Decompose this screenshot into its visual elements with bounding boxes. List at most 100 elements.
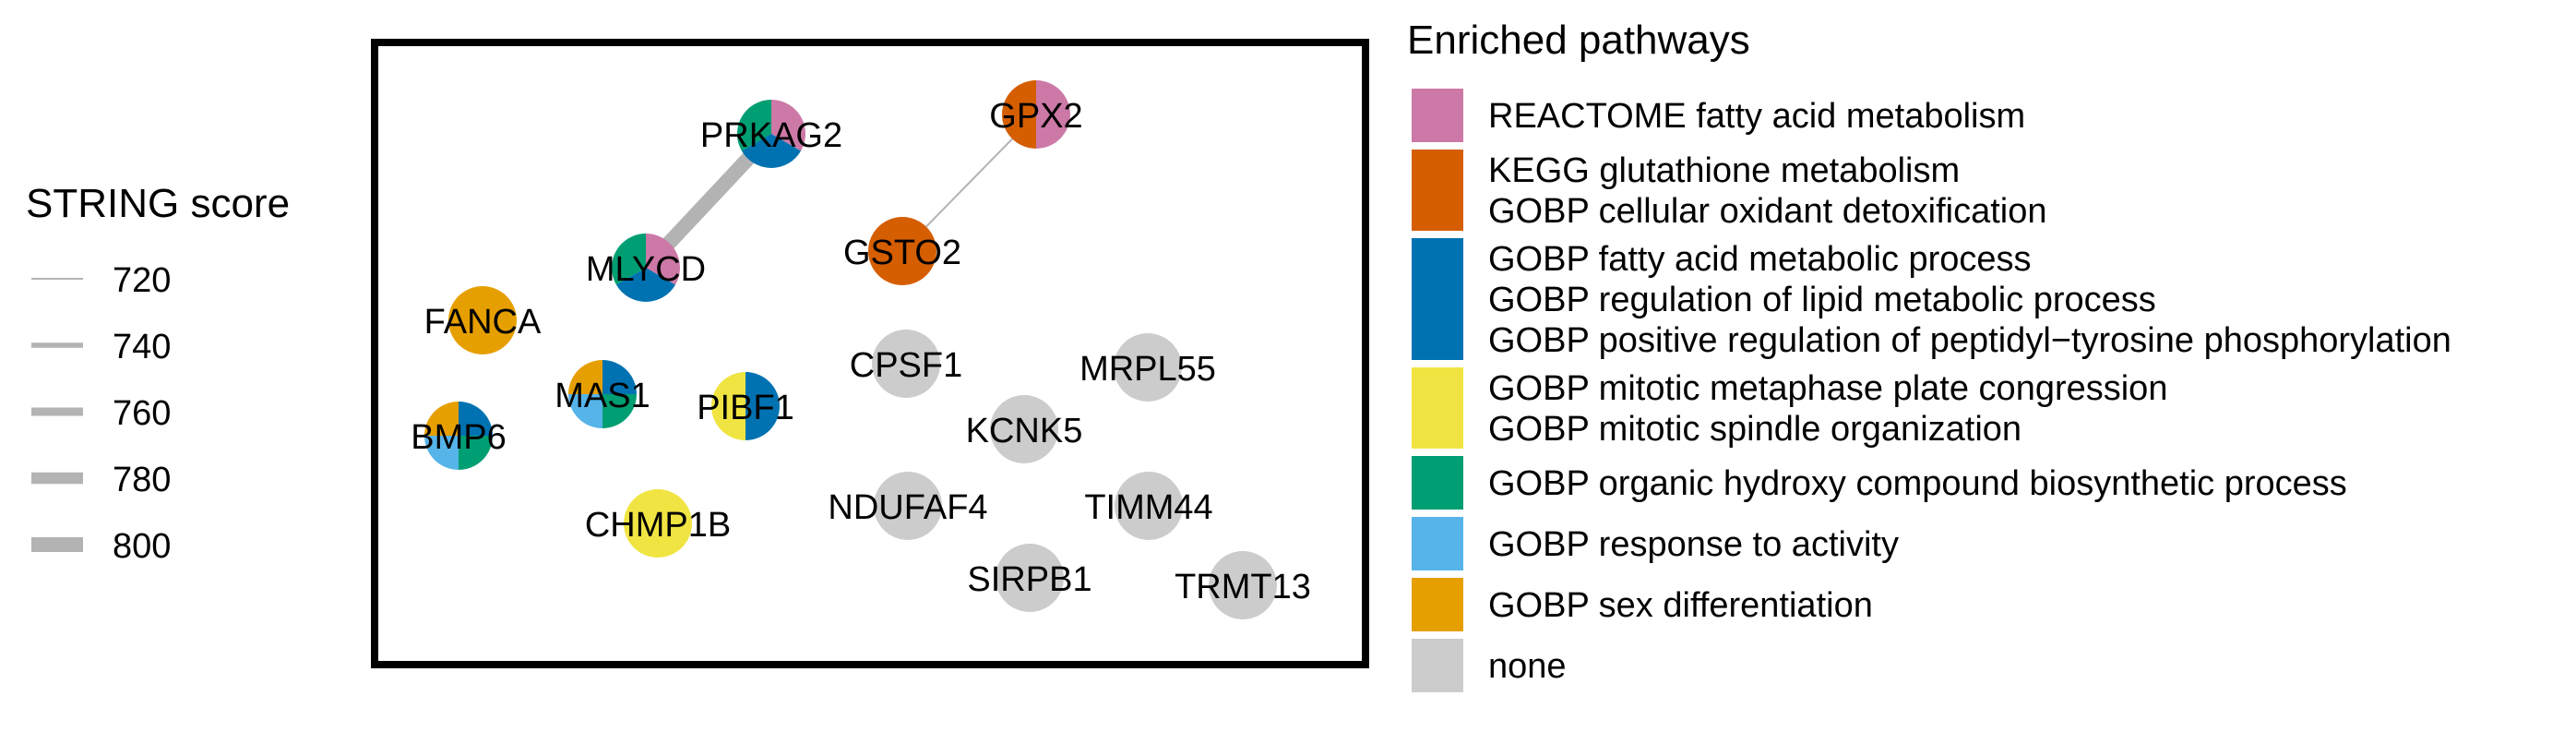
network-node: CPSF1 [850,330,962,398]
score-legend: STRING score 720 740 760 780 800 [26,181,290,566]
node-pie-slice [990,395,1058,463]
node-pie-slice [424,402,459,436]
node-pie-slice [1115,472,1183,540]
pathway-legend-label: KEGG glutathione metabolism [1488,151,1960,190]
pathway-legend-entries: REACTOME fatty acid metabolism KEGG gluta… [1412,89,2451,692]
node-label: GPX2 [989,97,1082,136]
node-pie-slice [568,394,602,428]
node-pie-slice [448,286,517,354]
pathway-legend-swatch [1412,517,1463,570]
score-legend-label: 720 [113,261,171,300]
pathway-legend-swatch [1412,639,1463,692]
network-panel: PRKAG2 GPX2 MLYCD GSTO2 FANCA MAS1 PIBF1 BMP6 CH… [371,39,1369,668]
node-pie-slice [1036,80,1070,149]
score-legend-entry: 720 [31,261,171,300]
score-legend-label: 800 [113,527,171,566]
network-node: MAS1 [555,360,650,428]
node-label: FANCA [424,303,542,342]
pathway-legend-swatch [1412,150,1463,231]
node-label: CHMP1B [585,506,731,545]
node-label: MRPL55 [1079,350,1216,389]
network-node: FANCA [424,286,542,354]
network-panel-border [371,39,1369,668]
node-pie-slice [868,217,936,285]
node-pie-slice [624,489,692,558]
pathway-legend-label: GOBP organic hydroxy compound biosynthet… [1488,464,2347,503]
node-label: KCNK5 [966,412,1083,450]
pathway-legend-title: Enriched pathways [1407,18,1750,63]
node-pie-slice [737,100,771,151]
network-node: BMP6 [411,402,507,470]
node-pie-slice [615,268,676,303]
pathway-legend-label: none [1488,647,1567,686]
pathway-legend-label: REACTOME fatty acid metabolism [1488,97,2025,136]
node-pie-slice [1209,551,1277,619]
pathway-legend-entry: GOBP mitotic metaphase plate congression… [1412,367,2167,449]
score-legend-title: STRING score [26,181,290,226]
node-pie-slice [1002,80,1036,149]
node-pie-slice [741,134,802,169]
node-pie-slice [745,372,780,440]
pathway-legend-label: GOBP cellular oxidant detoxification [1488,192,2047,231]
node-label: CPSF1 [850,346,962,385]
node-pie-slice [424,436,459,470]
node-label: MLYCD [586,250,706,289]
network-node: SIRPB1 [967,544,1092,612]
node-pie-slice [1114,333,1182,402]
node-label: BMP6 [411,418,506,457]
node-label: MAS1 [555,377,650,415]
pathway-legend-label: GOBP response to activity [1488,525,1899,564]
pathway-legend-entry: GOBP organic hydroxy compound biosynthet… [1412,456,2347,510]
score-legend-label: 760 [113,394,171,433]
node-pie-slice [646,234,681,285]
network-node: PRKAG2 [700,100,842,169]
network-node: GSTO2 [843,217,961,285]
pathway-legend-swatch [1412,578,1463,631]
node-label: PRKAG2 [700,116,842,155]
pathway-legend-swatch [1412,367,1463,449]
pathway-legend-label: GOBP sex differentiation [1488,586,1873,625]
pathway-legend-label: GOBP mitotic metaphase plate congression [1488,369,2167,408]
score-legend-entry: 780 [31,461,171,499]
pathway-legend-label: GOBP positive regulation of peptidyl−tyr… [1488,321,2451,360]
node-pie-slice [771,100,805,151]
score-legend-entries: 720 740 760 780 800 [31,261,171,566]
node-pie-slice [874,472,942,540]
node-label: TRMT13 [1175,568,1311,606]
network-node: GPX2 [989,80,1083,149]
network-node: KCNK5 [966,395,1083,463]
pathway-legend-label: GOBP mitotic spindle organization [1488,410,2021,449]
pathway-legend-swatch [1412,89,1463,142]
score-legend-entry: 760 [31,394,171,433]
pathway-legend-entry: GOBP response to activity [1412,517,1899,570]
node-label: GSTO2 [843,234,961,272]
score-legend-label: 740 [113,328,171,366]
score-legend-entry: 800 [31,527,171,566]
node-pie-slice [602,360,637,394]
node-pie-slice [568,360,602,394]
node-label: TIMM44 [1084,488,1212,527]
network-node: MLYCD [586,234,706,303]
node-pie-slice [711,372,745,440]
node-pie-slice [459,436,493,470]
pathway-legend-swatch [1412,456,1463,510]
pathway-legend-swatch [1412,238,1463,360]
network-node: TIMM44 [1084,472,1213,540]
score-legend-label: 780 [113,461,171,499]
network-nodes: PRKAG2 GPX2 MLYCD GSTO2 FANCA MAS1 PIBF1 BMP6 CH… [411,80,1311,619]
network-node: MRPL55 [1079,333,1216,402]
network-node: TRMT13 [1175,551,1311,619]
pathway-legend: Enriched pathways REACTOME fatty acid me… [1407,18,2451,692]
node-pie-slice [996,544,1064,612]
pathway-legend-entry: GOBP sex differentiation [1412,578,1873,631]
node-label: PIBF1 [697,389,794,427]
node-pie-slice [611,234,646,285]
node-label: SIRPB1 [967,560,1091,599]
pathway-legend-label: GOBP fatty acid metabolic process [1488,240,2032,279]
network-node: NDUFAF4 [828,472,988,540]
node-label: NDUFAF4 [828,488,987,527]
score-legend-entry: 740 [31,328,171,366]
